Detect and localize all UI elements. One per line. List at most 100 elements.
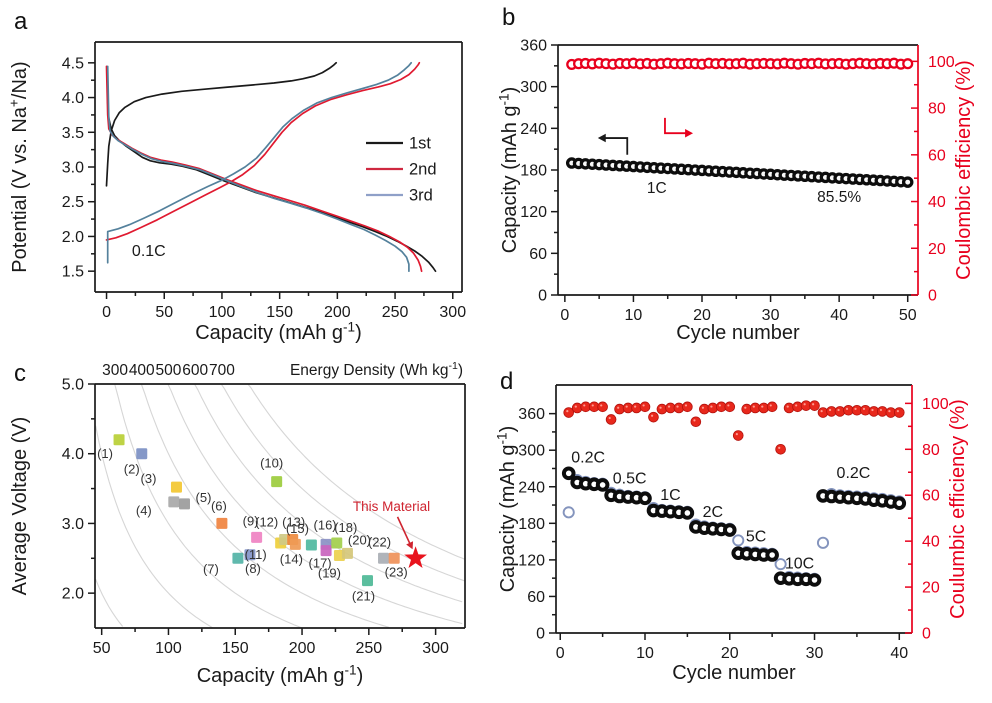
svg-text:(6): (6) — [211, 498, 227, 513]
material-point-(21) — [361, 575, 373, 587]
material-point-(1) — [113, 434, 125, 446]
svg-text:(2): (2) — [124, 462, 140, 477]
svg-text:100: 100 — [928, 54, 955, 71]
svg-text:30: 30 — [806, 645, 824, 662]
svg-text:Coulombic efficiency (%): Coulombic efficiency (%) — [953, 60, 975, 280]
svg-text:80: 80 — [922, 442, 940, 459]
svg-text:(10): (10) — [260, 456, 283, 471]
svg-text:Coulumbic efficiency (%): Coulumbic efficiency (%) — [947, 399, 969, 619]
material-point-(8) — [244, 549, 256, 561]
panel-d-rate-capability-chart: 0 10 20 30 40 0 60 120 180 240 300 360 0 20 40 60 80 100 0… — [496, 384, 969, 684]
svg-text:50: 50 — [93, 640, 111, 657]
material-point-(10) — [271, 476, 283, 488]
svg-text:0: 0 — [560, 307, 569, 324]
svg-text:3.5: 3.5 — [62, 125, 84, 142]
svg-text:0: 0 — [928, 288, 937, 305]
svg-text:240: 240 — [518, 479, 545, 496]
panel-label-a: a — [14, 8, 28, 35]
svg-text:200: 200 — [289, 640, 316, 657]
svg-text:(15): (15) — [286, 521, 309, 536]
svg-text:250: 250 — [382, 304, 409, 321]
svg-text:(22): (22) — [368, 534, 391, 549]
svg-text:80: 80 — [928, 101, 946, 118]
svg-text:300: 300 — [518, 443, 545, 460]
svg-text:2nd: 2nd — [409, 161, 437, 179]
svg-text:40: 40 — [928, 194, 946, 211]
svg-text:(16): (16) — [314, 517, 337, 532]
material-point-(6) — [216, 517, 228, 529]
svg-text:Average Voltage (V): Average Voltage (V) — [9, 417, 31, 596]
svg-text:60: 60 — [527, 589, 545, 606]
svg-text:Cycle number: Cycle number — [676, 322, 800, 344]
svg-text:(8): (8) — [245, 561, 261, 576]
svg-text:400: 400 — [129, 362, 155, 379]
svg-text:2.0: 2.0 — [62, 586, 84, 603]
svg-text:2C: 2C — [703, 504, 723, 521]
svg-text:120: 120 — [518, 552, 545, 569]
svg-text:Cycle number: Cycle number — [672, 662, 796, 684]
svg-text:0.5C: 0.5C — [613, 471, 647, 488]
this-material-star — [404, 546, 427, 568]
svg-text:(5): (5) — [196, 490, 212, 505]
svg-text:(13): (13) — [282, 514, 305, 529]
svg-text:180: 180 — [518, 516, 545, 533]
legend: 1st 2nd 3rd — [366, 135, 437, 205]
svg-text:10: 10 — [636, 645, 654, 662]
material-point-(18) — [331, 537, 343, 549]
svg-text:(12): (12) — [255, 514, 278, 529]
svg-text:100: 100 — [922, 396, 949, 413]
svg-text:300: 300 — [439, 304, 466, 321]
svg-text:Potential (V vs. Na+/Na): Potential (V vs. Na+/Na) — [6, 61, 31, 272]
material-point-(14) — [289, 538, 301, 550]
svg-text:40: 40 — [922, 534, 940, 551]
svg-text:0: 0 — [538, 288, 547, 305]
svg-text:Capacity (mAh g-1): Capacity (mAh g-1) — [195, 319, 362, 344]
svg-text:0.2C: 0.2C — [837, 465, 871, 482]
svg-text:(14): (14) — [280, 551, 303, 566]
panel-label-d: d — [500, 368, 514, 395]
svg-text:500: 500 — [156, 362, 182, 379]
svg-text:120: 120 — [520, 204, 547, 221]
svg-text:10C: 10C — [785, 555, 814, 572]
panel-a-voltage-profile-chart: 0 50 100 150 200 250 300 1.5 2.0 2.5 3.0 3.5 4.0 4.5 1… — [6, 41, 466, 344]
svg-text:0.2C: 0.2C — [571, 449, 605, 466]
svg-text:85.5%: 85.5% — [817, 189, 861, 206]
svg-text:0: 0 — [536, 626, 545, 643]
svg-text:150: 150 — [222, 640, 249, 657]
material-point-(9) — [251, 531, 263, 543]
svg-text:60: 60 — [922, 488, 940, 505]
svg-text:200: 200 — [324, 304, 351, 321]
svg-text:300: 300 — [422, 640, 449, 657]
svg-text:Energy Density (Wh kg-1): Energy Density (Wh kg-1) — [290, 360, 463, 379]
svg-text:360: 360 — [520, 38, 547, 55]
svg-text:(19): (19) — [318, 565, 341, 580]
svg-text:60: 60 — [529, 246, 547, 263]
svg-text:1C: 1C — [647, 180, 667, 197]
svg-text:4.0: 4.0 — [62, 446, 84, 463]
svg-text:Capacity (mAh g-1): Capacity (mAh g-1) — [496, 426, 519, 593]
svg-text:2.0: 2.0 — [62, 229, 84, 246]
svg-text:0: 0 — [556, 645, 565, 662]
svg-text:2.5: 2.5 — [62, 194, 84, 211]
svg-text:0: 0 — [922, 626, 931, 643]
svg-text:20: 20 — [928, 241, 946, 258]
svg-text:60: 60 — [928, 147, 946, 164]
svg-text:300: 300 — [520, 79, 547, 96]
svg-text:150: 150 — [266, 304, 293, 321]
svg-text:50: 50 — [899, 307, 917, 324]
svg-text:50: 50 — [155, 304, 173, 321]
svg-text:3.0: 3.0 — [62, 160, 84, 177]
svg-text:(1): (1) — [97, 446, 113, 461]
svg-text:600: 600 — [182, 362, 208, 379]
svg-text:This Material: This Material — [353, 499, 430, 514]
svg-text:300: 300 — [102, 362, 128, 379]
material-point-(2) — [136, 448, 148, 460]
material-point-(22) — [378, 552, 390, 564]
svg-text:5.0: 5.0 — [62, 377, 84, 394]
svg-text:Capacity (mAh g-1): Capacity (mAh g-1) — [197, 662, 364, 687]
svg-text:1C: 1C — [660, 487, 680, 504]
material-point-(5) — [178, 498, 190, 510]
svg-text:180: 180 — [520, 163, 547, 180]
